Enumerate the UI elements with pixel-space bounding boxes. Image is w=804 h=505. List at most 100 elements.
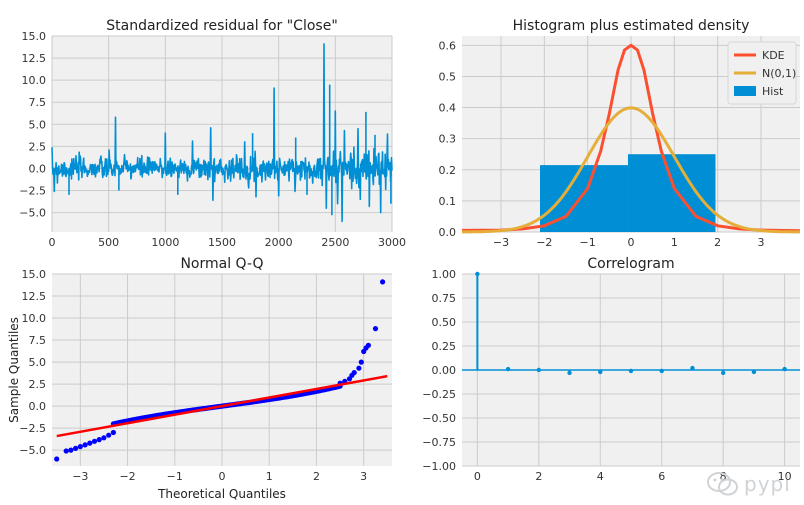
y-tick-label: 0.1 bbox=[439, 195, 457, 208]
x-tick-label: 0 bbox=[49, 236, 56, 249]
watermark-text: pypi bbox=[744, 472, 791, 496]
y-tick-label: 0.25 bbox=[432, 340, 457, 353]
acf-marker bbox=[782, 366, 787, 372]
y-tick-label: 1.00 bbox=[432, 268, 457, 281]
y-tick-label: 0.0 bbox=[29, 400, 47, 413]
y-tick-label: 12.5 bbox=[22, 52, 47, 65]
qq-point bbox=[365, 342, 371, 348]
x-tick-label: 4 bbox=[597, 470, 604, 483]
x-tick-label: 3 bbox=[758, 236, 765, 249]
x-tick-label: 3 bbox=[360, 470, 367, 483]
qq-point bbox=[372, 326, 379, 332]
y-tick-label: −2.5 bbox=[19, 185, 46, 198]
y-tick-label: 12.5 bbox=[22, 290, 47, 303]
qq-point bbox=[77, 444, 83, 450]
qq-point bbox=[96, 437, 102, 443]
qq-point bbox=[63, 448, 69, 454]
x-axis-label: Theoretical Quantiles bbox=[157, 487, 286, 501]
y-tick-label: 5.0 bbox=[29, 118, 47, 131]
qq-point bbox=[68, 447, 74, 453]
acf-marker bbox=[567, 370, 572, 376]
y-tick-label: 0.50 bbox=[432, 316, 457, 329]
qq-point bbox=[380, 279, 386, 285]
x-tick-label: 2 bbox=[714, 236, 721, 249]
x-tick-label: 0 bbox=[474, 470, 481, 483]
acf-marker bbox=[751, 369, 757, 375]
acf-marker bbox=[628, 368, 634, 374]
qq-point bbox=[73, 445, 79, 451]
acf-marker bbox=[659, 368, 664, 374]
y-tick-label: 0.0 bbox=[439, 226, 457, 239]
y-tick-label: 0.3 bbox=[439, 133, 457, 146]
qq-point bbox=[91, 438, 98, 444]
y-tick-label: 15.0 bbox=[22, 30, 47, 43]
x-tick-label: −3 bbox=[72, 470, 88, 483]
x-tick-label: 500 bbox=[98, 236, 119, 249]
acf-marker bbox=[720, 370, 726, 376]
legend-swatch-hist bbox=[734, 86, 756, 96]
y-tick-label: 7.5 bbox=[29, 96, 47, 109]
x-tick-label: 1 bbox=[671, 236, 678, 249]
chart-title: Normal Q-Q bbox=[180, 256, 263, 272]
wechat-icon bbox=[707, 472, 738, 496]
x-tick-label: 2500 bbox=[321, 236, 349, 249]
y-tick-label: −0.50 bbox=[422, 412, 456, 425]
y-tick-label: 7.5 bbox=[29, 334, 47, 347]
legend-label: N(0,1) bbox=[762, 67, 796, 80]
normal-density-line bbox=[462, 106, 800, 234]
residual-series-line bbox=[51, 43, 393, 223]
x-tick-label: −1 bbox=[167, 470, 183, 483]
x-tick-label: 10 bbox=[778, 470, 792, 483]
qq-point bbox=[101, 435, 107, 441]
qq-point bbox=[351, 370, 357, 376]
qq-point bbox=[87, 440, 93, 446]
y-tick-label: 0.5 bbox=[439, 70, 457, 83]
y-tick-label: −2.5 bbox=[19, 422, 46, 435]
x-tick-label: −1 bbox=[580, 236, 596, 249]
acf-marker bbox=[475, 271, 480, 277]
acf-marker bbox=[505, 366, 511, 372]
y-tick-label: 2.5 bbox=[29, 378, 47, 391]
qq-point bbox=[110, 429, 116, 436]
y-axis-label: Sample Quantiles bbox=[7, 317, 21, 423]
x-tick-label: 2 bbox=[535, 470, 542, 483]
chart-title: Histogram plus estimated density bbox=[513, 18, 750, 34]
legend-label: Hist bbox=[762, 85, 784, 98]
acf-marker bbox=[598, 369, 603, 375]
y-tick-label: 0.75 bbox=[432, 292, 457, 305]
qq-point bbox=[106, 432, 112, 438]
qq-point bbox=[358, 359, 364, 365]
x-tick-label: 2 bbox=[313, 470, 320, 483]
qq-reference-line bbox=[56, 374, 388, 438]
y-tick-label: 5.0 bbox=[29, 356, 47, 369]
watermark: pypi bbox=[706, 470, 802, 500]
y-tick-label: 0.2 bbox=[439, 164, 457, 177]
x-tick-label: 2000 bbox=[265, 236, 293, 249]
x-tick-label: 0 bbox=[219, 470, 226, 483]
x-tick-label: −3 bbox=[493, 236, 509, 249]
x-tick-label: −2 bbox=[119, 470, 135, 483]
y-tick-label: 10.0 bbox=[22, 74, 47, 87]
x-tick-label: 1500 bbox=[208, 236, 236, 249]
y-tick-label: 10.0 bbox=[22, 312, 47, 325]
y-tick-label: 0.0 bbox=[29, 162, 47, 175]
qq-point bbox=[54, 456, 60, 462]
qq-point bbox=[82, 442, 88, 448]
y-tick-label: 0.4 bbox=[439, 102, 457, 115]
x-tick-label: −2 bbox=[536, 236, 552, 249]
y-tick-label: −1.00 bbox=[422, 460, 456, 473]
x-tick-label: 0 bbox=[628, 236, 635, 249]
x-tick-label: 6 bbox=[658, 470, 665, 483]
y-tick-label: −5.0 bbox=[19, 207, 46, 220]
y-tick-label: −5.0 bbox=[19, 444, 46, 457]
acf-marker bbox=[690, 365, 695, 371]
chart-title: Standardized residual for "Close" bbox=[106, 18, 338, 34]
qq-point bbox=[356, 365, 362, 371]
chart-title: Correlogram bbox=[587, 256, 674, 272]
x-tick-label: 3000 bbox=[378, 236, 406, 249]
y-tick-label: 15.0 bbox=[22, 268, 47, 281]
kde-line bbox=[461, 43, 801, 233]
x-tick-label: 1 bbox=[266, 470, 273, 483]
y-tick-label: −0.75 bbox=[422, 436, 456, 449]
